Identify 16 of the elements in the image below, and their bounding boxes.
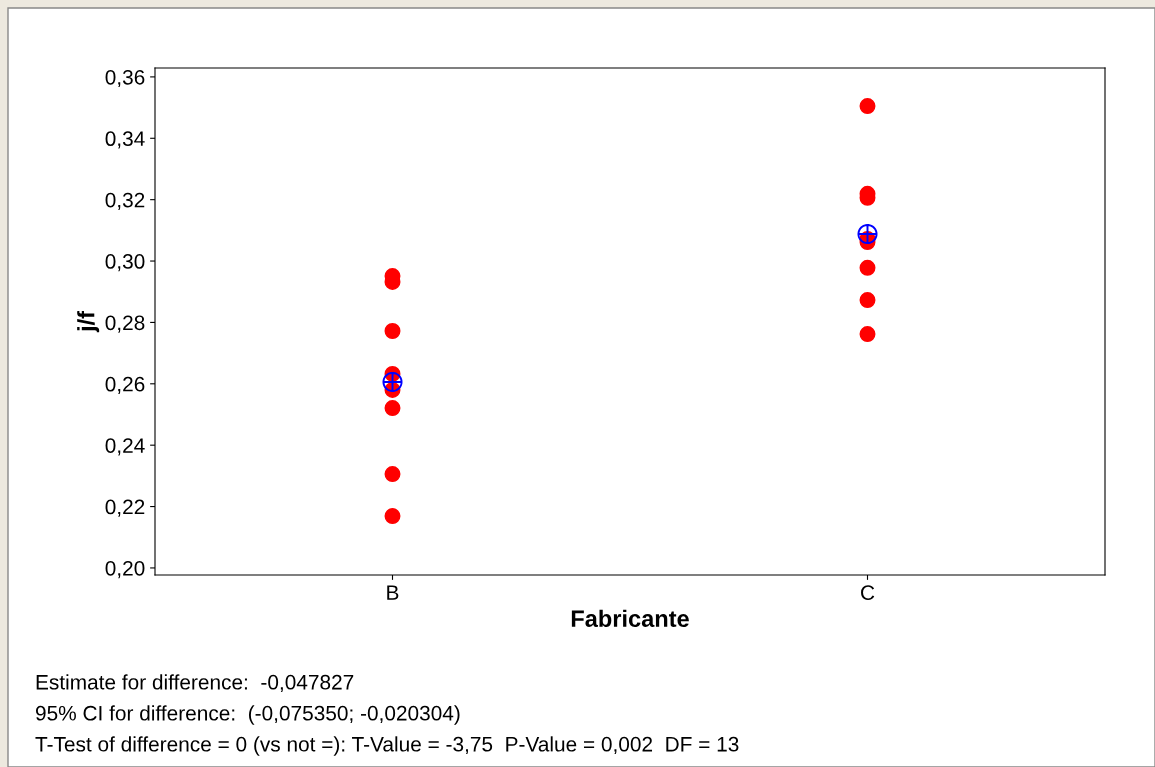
x-tick-label: B	[387, 585, 399, 600]
y-tick-label: 0,28	[105, 315, 145, 333]
y-tick-label: 0,30	[105, 254, 145, 272]
x-tick-label: C	[861, 585, 875, 601]
y-tick-label: 0,34	[105, 131, 145, 149]
y-tick-label: 0,24	[105, 438, 145, 456]
y-axis-title: j/f	[77, 310, 100, 333]
y-tick-label: 0,20	[105, 560, 145, 579]
text: 95% CI for difference: (-0,075350; -0,020304)	[35, 705, 460, 725]
y-tick-label: 0,36	[105, 69, 145, 88]
y-tick-label: 0,26	[105, 376, 145, 395]
y-tick-label: 0,22	[105, 499, 145, 517]
y-tick-label: 0,32	[105, 192, 145, 210]
text: Estimate for difference: -0,047827	[36, 674, 354, 693]
x-axis-title: Fabricante	[571, 609, 689, 628]
text: T-Test of difference = 0 (vs not =): T-Value = -3,75 P-Value = 0,002 DF = 13	[35, 736, 739, 756]
